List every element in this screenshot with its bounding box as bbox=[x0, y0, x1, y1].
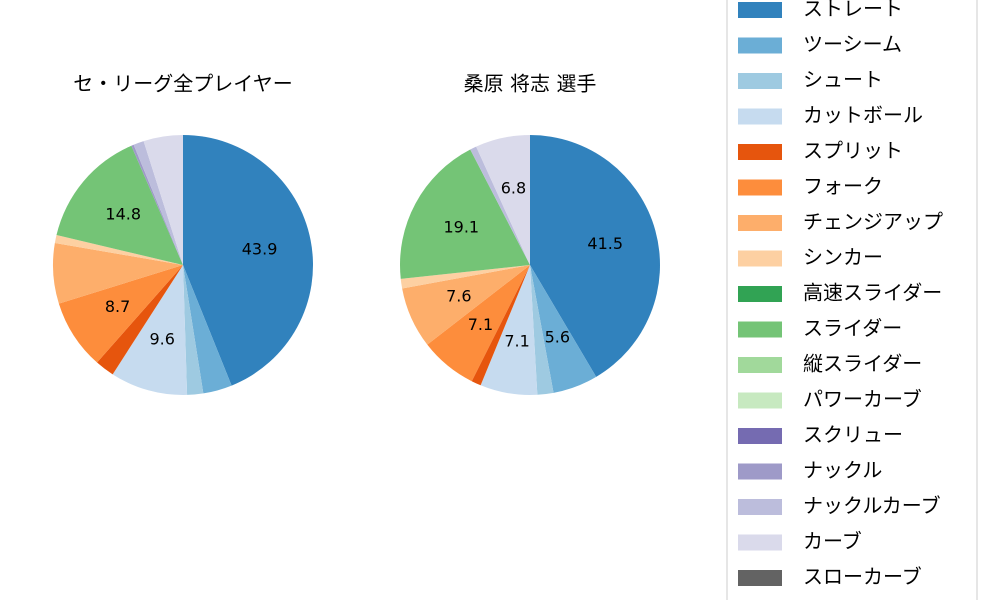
legend-label: チェンジアップ bbox=[803, 210, 943, 234]
data-label: 8.7 bbox=[105, 297, 130, 316]
legend-swatch bbox=[738, 286, 782, 302]
legend-swatch bbox=[738, 499, 782, 515]
legend-label: ナックル bbox=[803, 458, 882, 482]
pie-slice bbox=[427, 265, 530, 382]
chart-title: セ・リーグ全プレイヤー bbox=[73, 72, 292, 96]
legend-label: ナックルカーブ bbox=[803, 494, 941, 518]
data-label: 6.8 bbox=[501, 178, 526, 197]
pie-slice bbox=[471, 265, 530, 386]
pie-slice bbox=[183, 135, 313, 386]
pie-slice bbox=[530, 135, 660, 377]
legend-swatch bbox=[738, 2, 782, 18]
legend-label: スライダー bbox=[803, 316, 902, 340]
legend-swatch bbox=[738, 108, 782, 125]
legend-swatch bbox=[738, 215, 782, 231]
legend-label: ストレート bbox=[803, 0, 903, 21]
legend-label: カーブ bbox=[803, 529, 862, 553]
chart-title: 桑原 将志 選手 bbox=[464, 72, 597, 96]
legend-label: スクリュー bbox=[803, 423, 903, 447]
data-label: 43.9 bbox=[242, 240, 278, 259]
legend-label: シュート bbox=[803, 68, 883, 92]
data-label: 14.8 bbox=[105, 204, 141, 223]
legend-swatch bbox=[738, 321, 782, 338]
data-label: 9.6 bbox=[149, 330, 174, 349]
pie-slice bbox=[112, 265, 188, 396]
pie-slice bbox=[56, 145, 183, 265]
legend-label: スローカーブ bbox=[803, 565, 922, 589]
pie-slice bbox=[54, 235, 183, 265]
data-label: 7.1 bbox=[504, 331, 529, 350]
pie-slice bbox=[133, 141, 183, 265]
pie-slice bbox=[400, 265, 530, 289]
legend-swatch bbox=[738, 534, 782, 551]
pie-slice bbox=[476, 135, 530, 265]
legend-swatch bbox=[738, 570, 782, 586]
pie-slice bbox=[143, 135, 183, 265]
pie-slice bbox=[97, 265, 183, 375]
pie-slice bbox=[131, 144, 183, 265]
legend-swatch bbox=[738, 392, 782, 409]
pie-slice bbox=[402, 265, 530, 345]
legend-label: パワーカーブ bbox=[803, 387, 922, 411]
legend-swatch bbox=[738, 144, 782, 160]
legend-label: ツーシーム bbox=[803, 32, 902, 56]
pie-slice bbox=[530, 265, 597, 393]
legend-label: シンカー bbox=[803, 245, 883, 269]
legend-label: 縦スライダー bbox=[803, 352, 922, 376]
pie-slice bbox=[470, 146, 530, 265]
legend-swatch bbox=[738, 37, 782, 54]
data-label: 7.6 bbox=[446, 286, 471, 305]
data-label: 7.1 bbox=[468, 315, 493, 334]
legend-label: カットボール bbox=[803, 103, 923, 127]
legend-swatch bbox=[738, 250, 782, 267]
data-label: 5.6 bbox=[545, 328, 570, 347]
pie-slice bbox=[480, 265, 538, 396]
pie-slice bbox=[399, 149, 530, 279]
legend-swatch bbox=[738, 428, 782, 444]
legend-swatch bbox=[738, 73, 782, 89]
legend-swatch bbox=[738, 357, 782, 373]
pie-slice bbox=[183, 265, 232, 394]
pie-slice bbox=[58, 265, 183, 363]
legend-swatch bbox=[738, 179, 782, 196]
legend-label: スプリット bbox=[803, 139, 903, 163]
pie-slice bbox=[183, 265, 204, 395]
legend-label: フォーク bbox=[803, 174, 883, 198]
data-label: 41.5 bbox=[587, 234, 623, 253]
legend-swatch bbox=[738, 463, 782, 480]
pie-slice bbox=[52, 243, 183, 304]
data-label: 19.1 bbox=[443, 218, 479, 237]
pie-slice bbox=[530, 265, 554, 395]
legend-label: 高速スライダー bbox=[803, 281, 942, 305]
